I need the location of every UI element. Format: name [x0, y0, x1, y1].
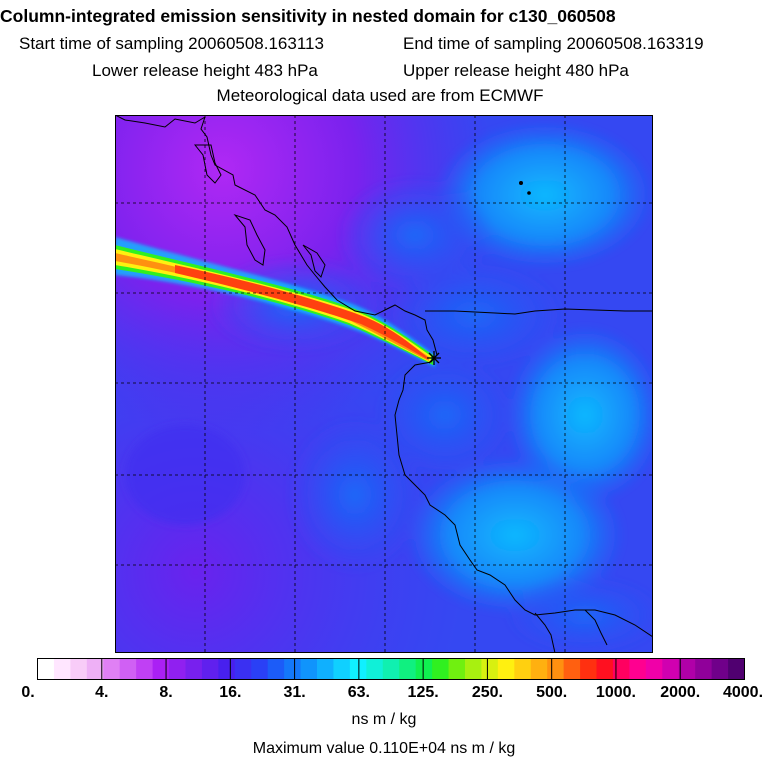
lower-release-text: Lower release height 483 hPa	[92, 61, 318, 80]
blob-center	[375, 355, 515, 475]
colorbar-tick-label: 16.	[219, 684, 242, 701]
colorbar-cell	[218, 658, 236, 680]
colorbar-cells	[37, 658, 745, 680]
colorbar-cell	[547, 658, 565, 680]
colorbar-cell	[596, 658, 614, 680]
colorbar-tick-label: 63.	[347, 684, 370, 701]
colorbar-cell	[70, 658, 88, 680]
emission-plume	[115, 237, 435, 367]
colorbar-tick-label: 500.	[536, 684, 568, 701]
colorbar-cell	[662, 658, 680, 680]
colorbar-cell	[580, 658, 598, 680]
colorbar-cell	[136, 658, 154, 680]
peninsula-3	[302, 244, 326, 278]
plume-core	[175, 265, 427, 359]
coastline-main	[115, 115, 653, 638]
colorbar-cell	[629, 658, 647, 680]
blob-south	[505, 575, 653, 653]
marker-line-d2	[428, 352, 440, 364]
colorbar-cell	[185, 658, 203, 680]
colorbar-tick-label: 8.	[159, 684, 173, 701]
colorbar-cell	[711, 658, 729, 680]
colorbar-tick-label: 4000.	[722, 684, 764, 701]
colorbar	[37, 658, 745, 680]
chart-title: Column-integrated emission sensitivity i…	[0, 6, 616, 26]
coast-south-2	[584, 609, 608, 646]
start-time-text: Start time of sampling 20060508.163113	[19, 34, 324, 53]
colorbar-cell	[497, 658, 515, 680]
plume-inner	[115, 253, 429, 361]
colorbar-cell	[448, 658, 466, 680]
colorbar-cell	[432, 658, 450, 680]
upper-release-text: Upper release height 480 hPa	[403, 61, 629, 80]
colorbar-tick-label: 250.	[471, 684, 503, 701]
colorbar-cell	[366, 658, 384, 680]
colorbar-tick-label: 1000.	[595, 684, 636, 701]
colorbar-cell	[53, 658, 71, 680]
colorbar-cell	[382, 658, 400, 680]
colorbar-cell	[645, 658, 663, 680]
colorbar-cell	[695, 658, 713, 680]
colorbar-cell	[86, 658, 104, 680]
colorbar-cell	[267, 658, 285, 680]
blob-southeast	[405, 455, 625, 615]
peninsula-1	[193, 144, 222, 184]
colorbar-tick-label: 0.	[21, 684, 35, 701]
blob-southwest	[285, 415, 425, 575]
colorbar-cell	[234, 658, 252, 680]
colorbar-cell	[563, 658, 581, 680]
colorbar-tick-label: 31.	[283, 684, 306, 701]
colorbar-cell	[317, 658, 334, 680]
colorbar-cell	[152, 658, 170, 680]
colorbar-tick-label: 2000.	[660, 684, 701, 701]
met-data-text: Meteorological data used are from ECMWF	[216, 86, 544, 105]
island-1	[519, 181, 523, 185]
plume-mid	[115, 249, 431, 363]
colorbar-cell	[103, 658, 121, 680]
peninsula-2	[233, 213, 266, 266]
blob-far-west	[125, 425, 245, 525]
colorbar-cell	[119, 658, 137, 680]
colorbar-tick-label: 125.	[407, 684, 439, 701]
release-point-marker	[427, 351, 441, 365]
colorbar-cell	[728, 658, 745, 680]
colorbar-cell	[333, 658, 351, 680]
colorbar-cell	[514, 658, 532, 680]
colorbar-cell	[612, 658, 630, 680]
colorbar-cell	[201, 658, 219, 680]
coast-south	[534, 612, 556, 653]
colorbar-units: ns m / kg	[351, 711, 417, 728]
colorbar-cell	[251, 658, 269, 680]
sensitivity-map	[115, 115, 653, 653]
colorbar-cell	[399, 658, 417, 680]
colorbar-cell	[37, 658, 55, 680]
map-frame	[115, 115, 653, 653]
colorbar-cell	[415, 658, 433, 680]
islands	[519, 181, 531, 195]
colorbar-cell	[284, 658, 302, 680]
colorbar-dividers	[101, 658, 681, 680]
colorbar-frame	[37, 658, 745, 680]
colorbar-cell	[300, 658, 318, 680]
border-line	[425, 308, 653, 315]
coastlines	[115, 115, 653, 653]
colorbar-cell	[464, 658, 482, 680]
colorbar-cell	[678, 658, 696, 680]
colorbar-tick-label: 4.	[95, 684, 109, 701]
island-2	[527, 191, 531, 195]
colorbar-cell	[481, 658, 499, 680]
maximum-value-text: Maximum value 0.110E+04 ns m / kg	[252, 740, 516, 757]
colorbar-cell	[169, 658, 186, 680]
end-time-text: End time of sampling 20060508.163319	[403, 34, 704, 53]
colorbar-cell	[530, 658, 548, 680]
